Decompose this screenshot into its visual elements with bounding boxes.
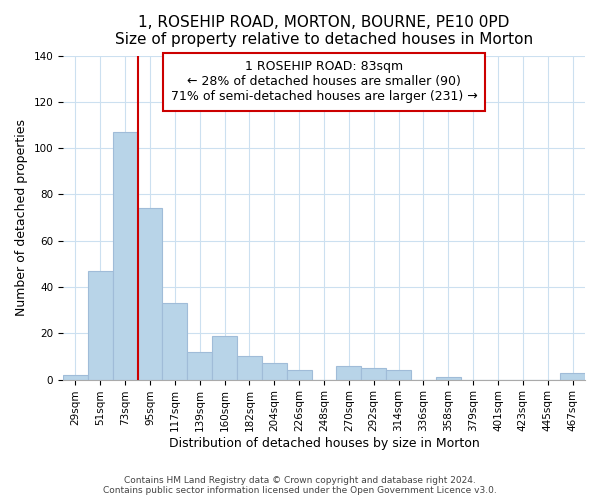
Text: Contains HM Land Registry data © Crown copyright and database right 2024.
Contai: Contains HM Land Registry data © Crown c… [103, 476, 497, 495]
Bar [337, 366, 361, 380]
Bar [88, 271, 113, 380]
Bar [63, 375, 88, 380]
Bar [212, 336, 237, 380]
Bar [113, 132, 137, 380]
Bar [436, 378, 461, 380]
Bar [237, 356, 262, 380]
Y-axis label: Number of detached properties: Number of detached properties [15, 119, 28, 316]
Bar [386, 370, 411, 380]
Bar [262, 364, 287, 380]
Title: 1, ROSEHIP ROAD, MORTON, BOURNE, PE10 0PD
Size of property relative to detached : 1, ROSEHIP ROAD, MORTON, BOURNE, PE10 0P… [115, 15, 533, 48]
Bar [287, 370, 311, 380]
Bar [163, 303, 187, 380]
Bar [137, 208, 163, 380]
Bar [187, 352, 212, 380]
Text: 1 ROSEHIP ROAD: 83sqm
← 28% of detached houses are smaller (90)
71% of semi-deta: 1 ROSEHIP ROAD: 83sqm ← 28% of detached … [170, 60, 478, 103]
Bar [560, 372, 585, 380]
Bar [361, 368, 386, 380]
X-axis label: Distribution of detached houses by size in Morton: Distribution of detached houses by size … [169, 437, 479, 450]
